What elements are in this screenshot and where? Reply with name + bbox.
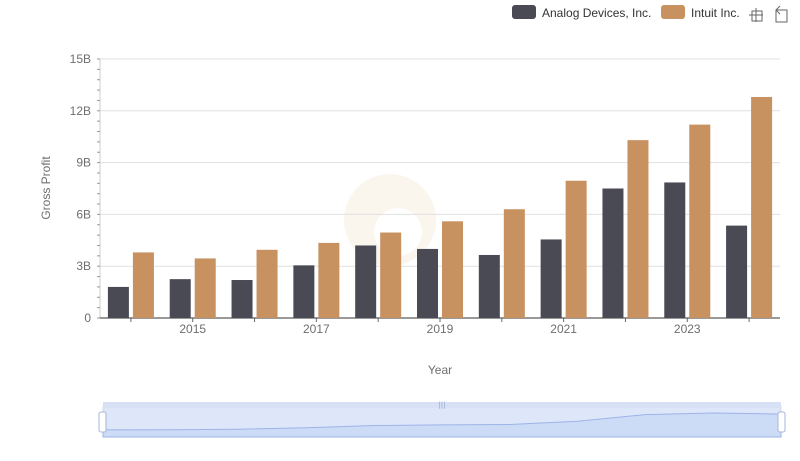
data-zoom-top-bar[interactable] xyxy=(103,402,781,408)
bar-intuit xyxy=(256,249,278,318)
bar-intuit xyxy=(194,258,216,318)
bar-analog xyxy=(478,254,500,318)
bars xyxy=(107,96,773,318)
zoom-icon[interactable] xyxy=(749,8,763,22)
bar-analog xyxy=(540,239,562,318)
x-tick-label: 2023 xyxy=(674,322,701,336)
legend-item-analog[interactable]: Analog Devices, Inc. xyxy=(512,5,651,20)
bar-analog xyxy=(107,286,129,318)
bar-intuit xyxy=(442,221,463,318)
bar-analog xyxy=(664,182,686,318)
bar-intuit xyxy=(627,140,649,318)
restore-icon[interactable] xyxy=(775,5,788,23)
data-zoom-handle-left[interactable] xyxy=(98,411,107,433)
bar-analog xyxy=(293,265,315,318)
x-tick-label: 2021 xyxy=(550,322,577,336)
bar-intuit xyxy=(380,232,402,318)
x-tick-label: 2019 xyxy=(427,322,454,336)
bar-analog xyxy=(417,248,438,318)
y-tick-label: 6B xyxy=(76,207,91,221)
bar-analog xyxy=(169,279,191,318)
y-tick-label: 3B xyxy=(76,259,91,273)
y-tick-label: 9B xyxy=(76,156,91,170)
y-axis-title: Gross Profit xyxy=(39,156,53,220)
bar-analog xyxy=(231,280,253,318)
bar-analog xyxy=(726,225,748,318)
data-zoom-grip-icon[interactable]: ||| xyxy=(438,401,445,409)
legend-label-intuit: Intuit Inc. xyxy=(691,6,740,20)
bar-intuit xyxy=(751,96,773,318)
bar-intuit xyxy=(132,252,154,318)
y-tick-label: 12B xyxy=(70,104,91,118)
legend: Analog Devices, Inc. Intuit Inc. xyxy=(512,5,740,20)
y-tick-label: 15B xyxy=(70,52,91,66)
legend-swatch-intuit xyxy=(661,5,685,19)
legend-swatch-analog xyxy=(512,5,536,19)
legend-item-intuit[interactable]: Intuit Inc. xyxy=(661,5,740,20)
x-axis-title: Year xyxy=(428,363,452,377)
bar-intuit xyxy=(565,180,587,318)
x-tick-label: 2015 xyxy=(179,322,206,336)
bar-intuit xyxy=(689,124,711,318)
y-axis: 0 3B 6B 9B 12B 15B xyxy=(70,52,101,325)
x-tick-label: 2017 xyxy=(303,322,330,336)
legend-label-analog: Analog Devices, Inc. xyxy=(542,6,651,20)
bar-analog xyxy=(355,245,377,318)
x-axis: 2015 2017 2019 2021 2023 xyxy=(100,317,780,336)
watermark-logo xyxy=(344,174,436,266)
data-zoom-slider[interactable]: ||| xyxy=(98,401,786,438)
bar-analog xyxy=(602,188,624,318)
data-zoom-handle-right[interactable] xyxy=(777,411,786,433)
bar-intuit xyxy=(318,242,340,318)
bar-intuit xyxy=(503,209,525,318)
y-tick-label: 0 xyxy=(84,311,91,325)
data-zoom-preview xyxy=(102,412,782,438)
